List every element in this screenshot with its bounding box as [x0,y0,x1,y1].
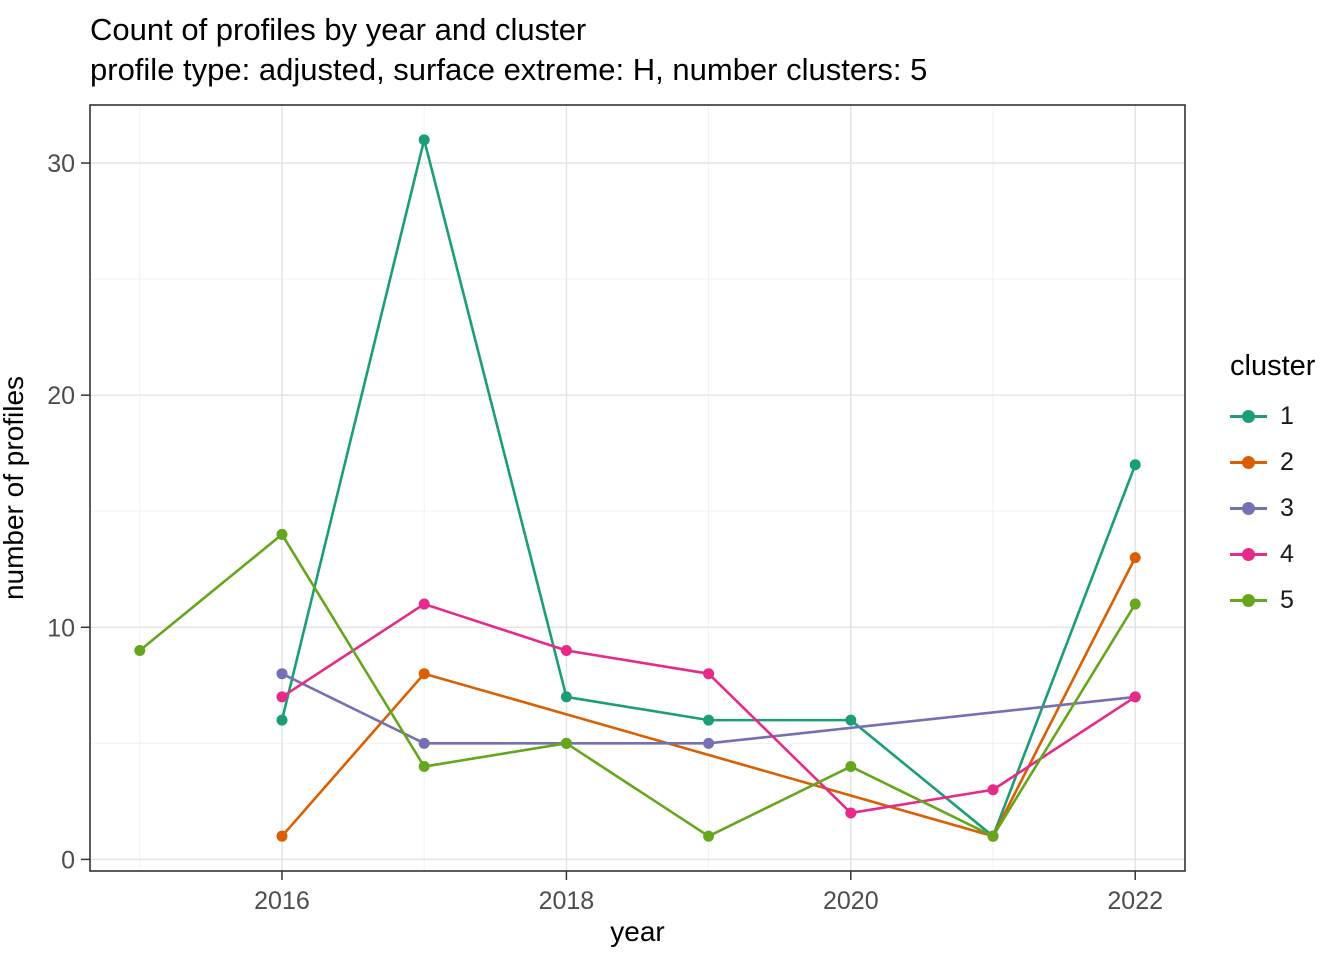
legend-title: cluster [1230,350,1316,382]
x-tick-label: 2020 [823,887,879,915]
legend-label: 2 [1280,447,1294,476]
data-point-cluster-2 [276,830,288,842]
series-line-cluster-2 [281,557,1137,838]
data-point-cluster-5 [845,761,857,773]
y-axis-title: number of profiles [0,375,29,601]
series-line-cluster-5 [138,533,1137,838]
data-point-cluster-5 [987,830,999,842]
data-point-cluster-3 [276,668,288,680]
panel-background [90,105,1185,871]
data-point-cluster-1 [560,691,572,703]
data-point-cluster-5 [276,528,288,540]
data-point-cluster-1 [703,714,715,726]
legend-label: 4 [1280,539,1294,568]
y-tick-label: 0 [61,846,75,874]
legend-item-cluster-1: 1 [1230,393,1315,439]
legend-key-icon [1230,546,1267,562]
chart-title: Count of profiles by year and cluster [90,12,587,47]
legend-label: 1 [1280,401,1294,430]
data-point-cluster-5 [1129,598,1141,610]
x-axis-title: year [610,916,665,947]
legend: cluster 1 2 3 4 5 [1230,350,1315,623]
data-point-cluster-5 [703,830,715,842]
data-point-cluster-1 [276,714,288,726]
y-tick-label: 30 [47,150,75,178]
x-tick-label: 2016 [254,887,310,915]
legend-key-icon [1230,454,1267,470]
data-point-cluster-2 [1129,552,1141,564]
legend-item-cluster-2: 2 [1230,439,1315,485]
x-tick-label: 2018 [539,887,595,915]
legend-label: 3 [1280,493,1294,522]
data-point-cluster-1 [418,134,430,146]
data-point-cluster-4 [418,598,430,610]
data-point-cluster-5 [418,761,430,773]
data-point-cluster-5 [134,644,146,656]
y-tick-label: 10 [47,614,75,642]
legend-key-icon [1230,408,1267,424]
legend-key-icon [1230,500,1267,516]
x-tick-label: 2022 [1107,887,1163,915]
legend-item-cluster-5: 5 [1230,577,1315,623]
panel-border [89,104,1186,872]
data-point-cluster-5 [560,737,572,749]
legend-key-icon [1230,592,1267,608]
chart-header: Count of profiles by year and cluster pr… [90,10,927,90]
legend-label: 5 [1280,585,1294,614]
data-point-cluster-1 [1129,459,1141,471]
data-point-cluster-3 [418,737,430,749]
data-point-cluster-1 [845,714,857,726]
data-point-cluster-4 [845,807,857,819]
data-point-cluster-4 [276,691,288,703]
data-point-cluster-3 [703,737,715,749]
chart-subtitle: profile type: adjusted, surface extreme:… [90,52,928,87]
data-point-cluster-4 [987,784,999,796]
data-point-cluster-2 [418,668,430,680]
data-point-cluster-4 [560,644,572,656]
legend-item-cluster-4: 4 [1230,531,1315,577]
legend-item-cluster-3: 3 [1230,485,1315,531]
data-point-cluster-4 [1129,691,1141,703]
y-tick-label: 20 [47,382,75,410]
data-point-cluster-4 [703,668,715,680]
